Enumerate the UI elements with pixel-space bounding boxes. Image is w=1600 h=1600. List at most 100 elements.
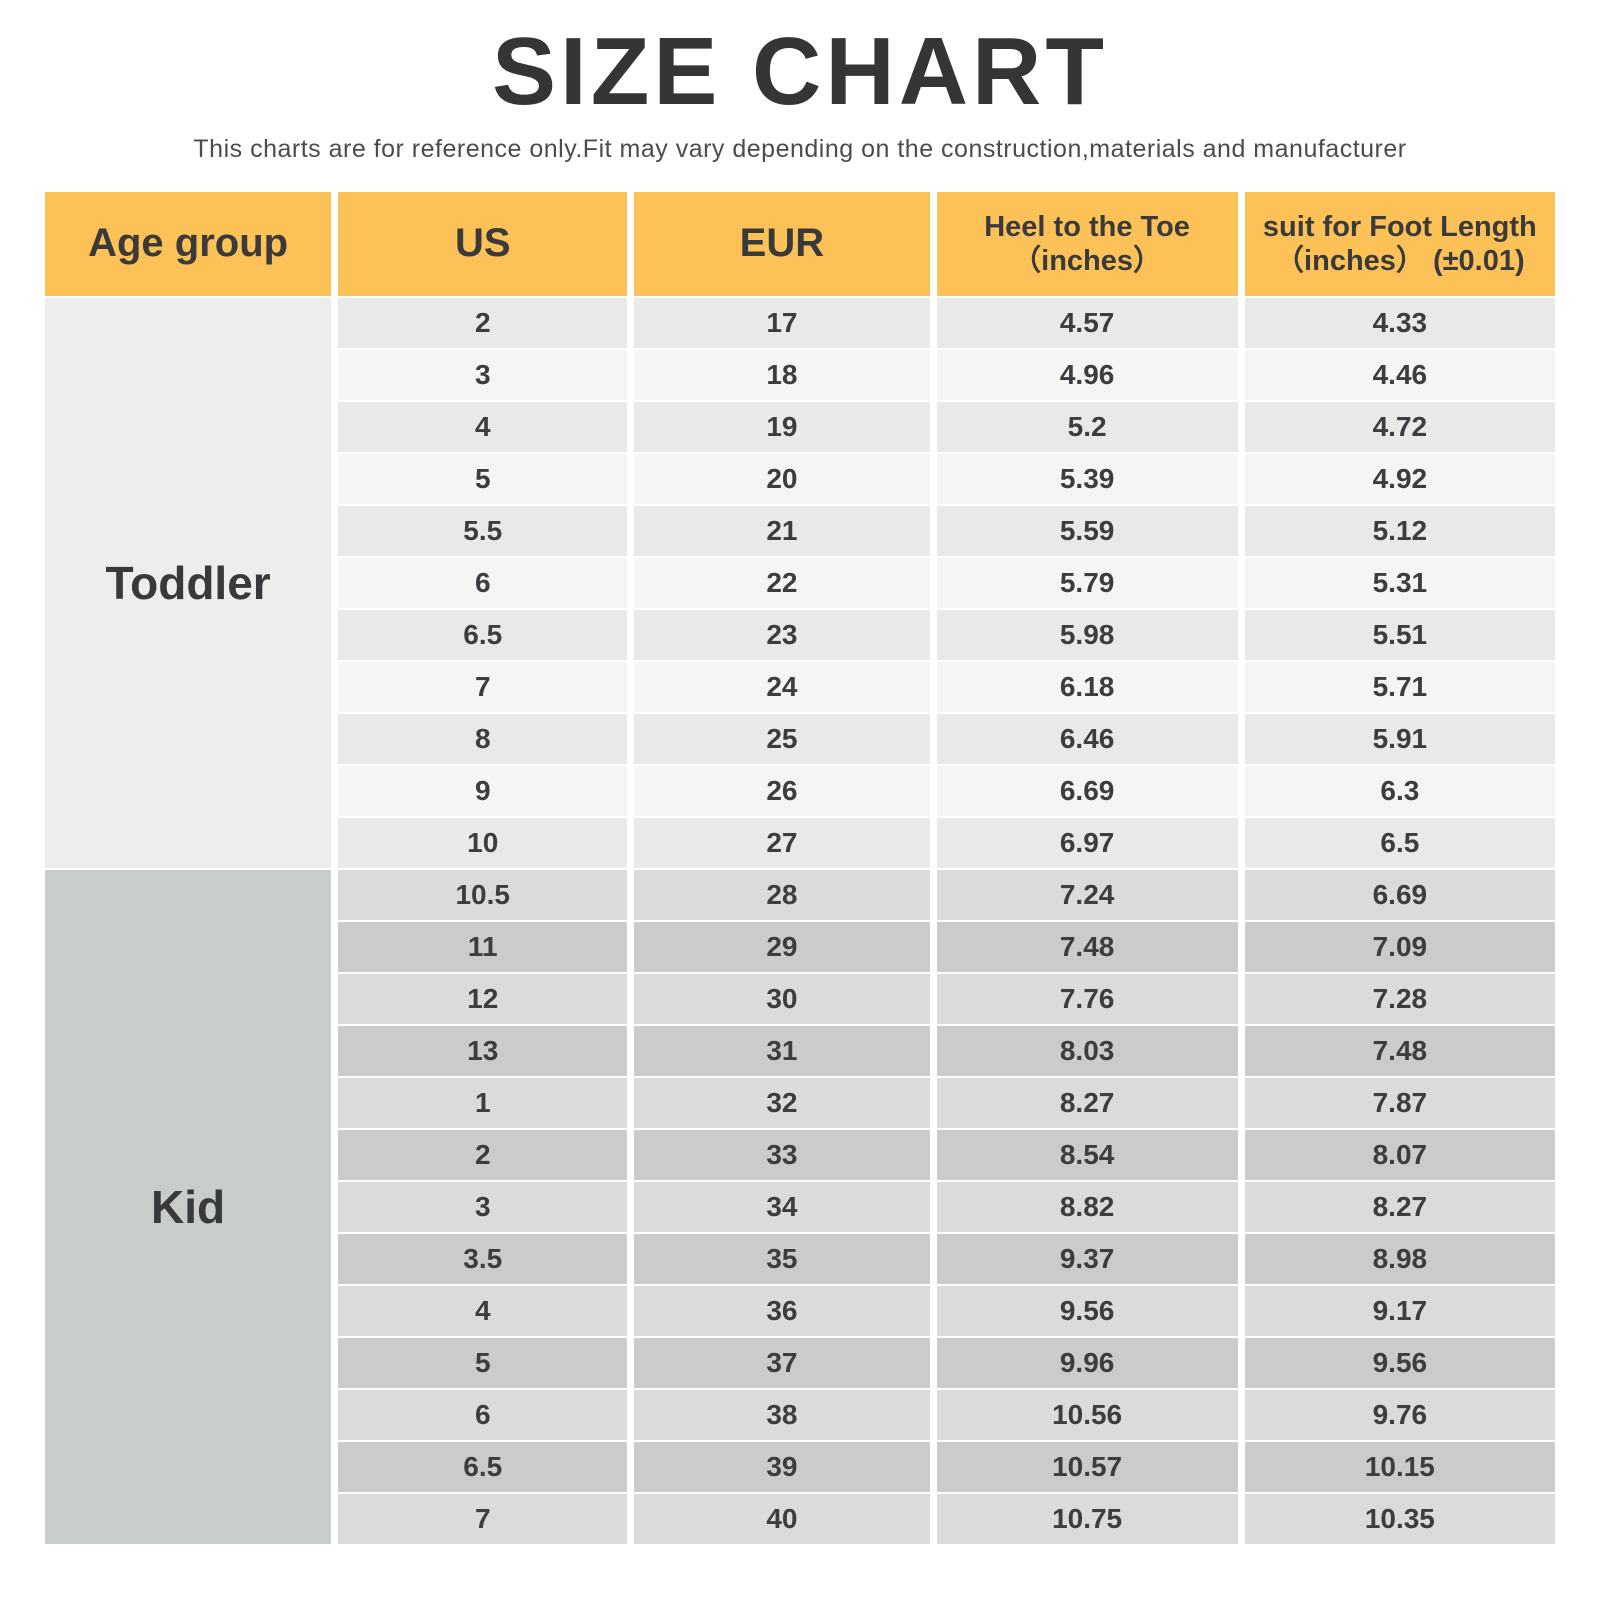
foot-length-cell: 7.87 bbox=[1244, 1077, 1555, 1128]
col-header-heel-line1: Heel to the Toe bbox=[984, 210, 1190, 243]
foot-length-cell: 5.71 bbox=[1244, 661, 1555, 712]
eur-size-cell: 24 bbox=[634, 661, 930, 712]
table-row: 7 40 10.75 10.35 bbox=[45, 1493, 1555, 1544]
heel-to-toe-cell: 6.18 bbox=[936, 661, 1238, 712]
table-row: 6 22 5.79 5.31 bbox=[45, 557, 1555, 608]
table-row: 4 19 5.2 4.72 bbox=[45, 401, 1555, 452]
eur-size-cell: 19 bbox=[634, 401, 930, 452]
page-subtitle: This charts are for reference only.Fit m… bbox=[193, 134, 1407, 163]
eur-size-cell: 40 bbox=[634, 1493, 930, 1544]
foot-length-cell: 6.69 bbox=[1244, 869, 1555, 920]
foot-length-cell: 7.28 bbox=[1244, 973, 1555, 1024]
col-header-age-group: Age group bbox=[45, 191, 332, 296]
eur-size-cell: 21 bbox=[634, 505, 930, 556]
us-size-cell: 5.5 bbox=[338, 505, 628, 556]
foot-length-cell: 8.98 bbox=[1244, 1233, 1555, 1284]
size-chart-table: Age group US EUR Heel to the Toe （inches… bbox=[38, 190, 1562, 1546]
foot-length-cell: 5.91 bbox=[1244, 713, 1555, 764]
heel-to-toe-cell: 6.69 bbox=[936, 765, 1238, 816]
table-row: 8 25 6.46 5.91 bbox=[45, 713, 1555, 764]
foot-length-cell: 5.51 bbox=[1244, 609, 1555, 660]
table-row: 3.5 35 9.37 8.98 bbox=[45, 1233, 1555, 1284]
eur-size-cell: 37 bbox=[634, 1337, 930, 1388]
heel-to-toe-cell: 4.57 bbox=[936, 297, 1238, 348]
us-size-cell: 5 bbox=[338, 453, 628, 504]
eur-size-cell: 18 bbox=[634, 349, 930, 400]
table-row: 5 20 5.39 4.92 bbox=[45, 453, 1555, 504]
table-row: 6.5 39 10.57 10.15 bbox=[45, 1441, 1555, 1492]
us-size-cell: 4 bbox=[338, 1285, 628, 1336]
foot-length-cell: 6.3 bbox=[1244, 765, 1555, 816]
eur-size-cell: 38 bbox=[634, 1389, 930, 1440]
us-size-cell: 6.5 bbox=[338, 609, 628, 660]
heel-to-toe-cell: 8.03 bbox=[936, 1025, 1238, 1076]
us-size-cell: 6 bbox=[338, 1389, 628, 1440]
us-size-cell: 1 bbox=[338, 1077, 628, 1128]
eur-size-cell: 17 bbox=[634, 297, 930, 348]
us-size-cell: 11 bbox=[338, 921, 628, 972]
table-row: Toddler 2 17 4.57 4.33 bbox=[45, 297, 1555, 868]
table-row: 5.5 21 5.59 5.12 bbox=[45, 505, 1555, 556]
col-header-foot-line2: （inches） (±0.01) bbox=[1275, 244, 1525, 277]
eur-size-cell: 26 bbox=[634, 765, 930, 816]
foot-length-cell: 4.92 bbox=[1244, 453, 1555, 504]
table-row: 7 24 6.18 5.71 bbox=[45, 661, 1555, 712]
age-group-cell-kid: Kid bbox=[45, 869, 332, 1544]
eur-size-cell: 32 bbox=[634, 1077, 930, 1128]
eur-size-cell: 30 bbox=[634, 973, 930, 1024]
foot-length-cell: 4.46 bbox=[1244, 349, 1555, 400]
table-header-row: Age group US EUR Heel to the Toe （inches… bbox=[45, 191, 1555, 296]
eur-size-cell: 23 bbox=[634, 609, 930, 660]
foot-length-cell: 10.15 bbox=[1244, 1441, 1555, 1492]
heel-to-toe-cell: 6.97 bbox=[936, 817, 1238, 868]
eur-size-cell: 34 bbox=[634, 1181, 930, 1232]
foot-length-cell: 9.56 bbox=[1244, 1337, 1555, 1388]
us-size-cell: 2 bbox=[338, 297, 628, 348]
heel-to-toe-cell: 10.56 bbox=[936, 1389, 1238, 1440]
eur-size-cell: 27 bbox=[634, 817, 930, 868]
table-row: 10 27 6.97 6.5 bbox=[45, 817, 1555, 868]
heel-to-toe-cell: 5.79 bbox=[936, 557, 1238, 608]
us-size-cell: 4 bbox=[338, 401, 628, 452]
heel-to-toe-cell: 5.2 bbox=[936, 401, 1238, 452]
foot-length-cell: 8.27 bbox=[1244, 1181, 1555, 1232]
us-size-cell: 5 bbox=[338, 1337, 628, 1388]
col-header-heel-to-toe: Heel to the Toe （inches） bbox=[936, 191, 1238, 296]
table-row: 2 33 8.54 8.07 bbox=[45, 1129, 1555, 1180]
us-size-cell: 3.5 bbox=[338, 1233, 628, 1284]
foot-length-cell: 9.76 bbox=[1244, 1389, 1555, 1440]
foot-length-cell: 7.48 bbox=[1244, 1025, 1555, 1076]
us-size-cell: 13 bbox=[338, 1025, 628, 1076]
heel-to-toe-cell: 8.82 bbox=[936, 1181, 1238, 1232]
foot-length-cell: 7.09 bbox=[1244, 921, 1555, 972]
table-row: 3 18 4.96 4.46 bbox=[45, 349, 1555, 400]
page-title: SIZE CHART bbox=[492, 18, 1108, 125]
eur-size-cell: 36 bbox=[634, 1285, 930, 1336]
foot-length-cell: 9.17 bbox=[1244, 1285, 1555, 1336]
us-size-cell: 10 bbox=[338, 817, 628, 868]
age-group-cell-toddler: Toddler bbox=[45, 297, 332, 868]
eur-size-cell: 39 bbox=[634, 1441, 930, 1492]
heel-to-toe-cell: 9.37 bbox=[936, 1233, 1238, 1284]
us-size-cell: 7 bbox=[338, 1493, 628, 1544]
eur-size-cell: 28 bbox=[634, 869, 930, 920]
heel-to-toe-cell: 7.76 bbox=[936, 973, 1238, 1024]
col-header-foot-length: suit for Foot Length （inches） (±0.01) bbox=[1244, 191, 1555, 296]
eur-size-cell: 33 bbox=[634, 1129, 930, 1180]
col-header-heel-line2: （inches） bbox=[1012, 244, 1163, 277]
us-size-cell: 8 bbox=[338, 713, 628, 764]
heel-to-toe-cell: 5.98 bbox=[936, 609, 1238, 660]
table-row: 9 26 6.69 6.3 bbox=[45, 765, 1555, 816]
us-size-cell: 3 bbox=[338, 1181, 628, 1232]
heel-to-toe-cell: 5.59 bbox=[936, 505, 1238, 556]
eur-size-cell: 25 bbox=[634, 713, 930, 764]
us-size-cell: 6 bbox=[338, 557, 628, 608]
heel-to-toe-cell: 9.56 bbox=[936, 1285, 1238, 1336]
foot-length-cell: 4.33 bbox=[1244, 297, 1555, 348]
table-row: 6 38 10.56 9.76 bbox=[45, 1389, 1555, 1440]
col-header-us: US bbox=[338, 191, 628, 296]
eur-size-cell: 35 bbox=[634, 1233, 930, 1284]
col-header-eur: EUR bbox=[634, 191, 930, 296]
table-row: Kid 10.5 28 7.24 6.69 bbox=[45, 869, 1555, 1544]
table-row: 13 31 8.03 7.48 bbox=[45, 1025, 1555, 1076]
